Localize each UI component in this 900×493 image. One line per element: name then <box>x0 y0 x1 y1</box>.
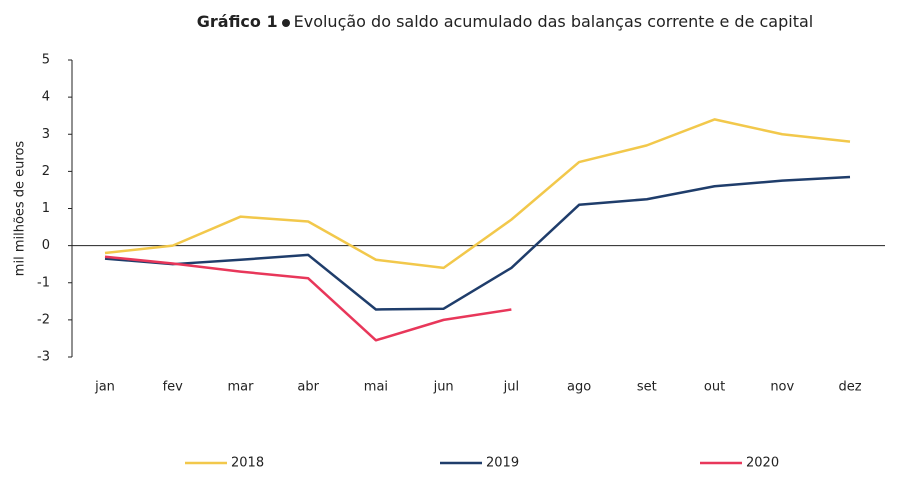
chart-title-block: Gráfico 1 Evolução do saldo acumulado das… <box>110 10 900 34</box>
y-tick-label: 3 <box>42 127 50 142</box>
line-series <box>104 175 851 311</box>
y-tick-label: -2 <box>37 312 50 327</box>
x-tick-label: jan <box>94 380 115 395</box>
line-series <box>104 118 851 270</box>
y-tick-label: 0 <box>42 238 50 253</box>
x-tick-label: mar <box>227 380 254 395</box>
x-tick-label: jun <box>433 380 454 395</box>
chart-label: Gráfico 1 <box>196 12 278 31</box>
chart-title: Evolução do saldo acumulado das balanças… <box>293 12 814 31</box>
x-tick-label: dez <box>838 380 861 395</box>
y-tick-label: 2 <box>42 164 50 179</box>
x-tick-label: ago <box>567 380 591 395</box>
line-series <box>104 255 512 342</box>
y-tick-label: -1 <box>37 275 50 290</box>
y-tick-label: 1 <box>42 201 50 216</box>
y-axis-label: mil milhões de euros <box>13 141 28 277</box>
x-tick-label: fev <box>163 380 184 395</box>
x-tick-label: set <box>637 380 657 395</box>
x-tick-label: abr <box>297 380 319 395</box>
x-tick-label: out <box>704 380 725 395</box>
title-bullet <box>281 18 290 27</box>
legend-label: 2018 <box>231 456 264 471</box>
x-tick-label: jul <box>503 380 519 395</box>
y-tick-label: 5 <box>42 53 50 68</box>
y-tick-label: -3 <box>37 350 50 365</box>
x-tick-label: nov <box>770 380 794 395</box>
x-tick-label: mai <box>364 380 388 395</box>
y-tick-label: 4 <box>42 90 50 105</box>
legend-label: 2020 <box>746 456 779 471</box>
legend-label: 2019 <box>486 456 519 471</box>
